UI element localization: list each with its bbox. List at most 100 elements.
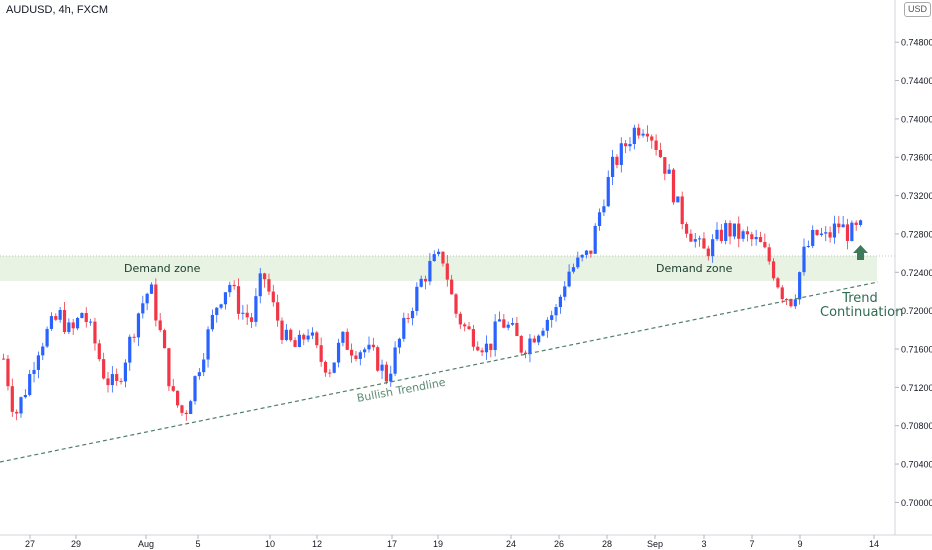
candle-up (193, 376, 197, 402)
candle-up (602, 206, 606, 213)
candle-up (597, 212, 602, 226)
candle-down (376, 347, 380, 371)
candle-down (384, 364, 388, 382)
candle-up (667, 169, 671, 174)
candle-up (367, 344, 371, 350)
candle-down (158, 320, 162, 331)
candle-up (419, 278, 423, 287)
candle-down (524, 352, 528, 355)
demand-zone-label-left: Demand zone (124, 262, 201, 275)
candle-up (223, 292, 228, 305)
candle-down (719, 229, 723, 241)
candle-down (785, 299, 789, 301)
y-tick-label: 0.74800 (901, 38, 932, 48)
candle-up (619, 143, 623, 165)
candle-up (136, 313, 141, 338)
candle-down (745, 231, 750, 235)
candle-down (354, 355, 358, 359)
candle-down (15, 411, 19, 414)
x-tick-label: Aug (138, 539, 154, 549)
candle-up (58, 309, 62, 320)
candle-down (371, 344, 375, 348)
y-tick-label: 0.74000 (901, 114, 932, 124)
candle-up (432, 254, 436, 262)
candle-down (132, 336, 136, 338)
candle-up (415, 286, 419, 311)
time-axis[interactable]: 27 29 Aug 5 10 12 17 19 24 26 28 Sep 3 7 9 14 (25, 535, 879, 549)
candle-down (771, 261, 776, 279)
candle-down (706, 248, 710, 257)
candle-up (819, 233, 823, 235)
candle-up (793, 299, 797, 307)
y-tick-label: 0.73200 (901, 191, 932, 201)
candle-down (62, 309, 67, 332)
candle-down (93, 321, 97, 344)
candle-down (615, 156, 619, 165)
y-tick-label: 0.74400 (901, 76, 932, 86)
candle-down (489, 343, 493, 351)
candle-up (576, 257, 580, 268)
candle-up (437, 251, 441, 255)
candle-up (754, 237, 758, 240)
candle-up (123, 362, 127, 382)
y-tick-label: 0.70000 (901, 498, 932, 508)
candle-up (841, 224, 845, 228)
candle-up (258, 273, 262, 297)
candle-up (802, 246, 806, 273)
candle-up (850, 222, 854, 241)
candle-up (632, 127, 636, 145)
candle-up (393, 347, 397, 374)
candle-down (458, 313, 462, 325)
x-tick-label: 3 (701, 539, 706, 549)
candle-down (702, 238, 706, 249)
candle-down (763, 242, 767, 248)
candle-down (302, 334, 306, 340)
candle-down (154, 284, 158, 321)
candle-up (197, 372, 201, 377)
currency-badge[interactable]: USD (904, 2, 932, 17)
candle-up (798, 272, 802, 300)
candle-down (249, 317, 254, 322)
candle-down (532, 338, 536, 343)
candle-up (593, 225, 597, 254)
candle-down (728, 223, 732, 237)
candle-down (350, 349, 354, 356)
candle-down (119, 380, 123, 382)
candle-down (167, 348, 171, 387)
candle-up (189, 401, 193, 415)
candle-down (276, 302, 280, 321)
price-axis[interactable]: 0.70000 0.70400 0.70800 0.71200 0.71600 0.720… (895, 38, 932, 508)
x-tick-label: 14 (869, 539, 879, 549)
candle-up (741, 231, 745, 239)
candle-down (815, 229, 819, 235)
candle-up (580, 254, 584, 258)
candles-layer (2, 123, 863, 421)
x-tick-label: 26 (554, 539, 564, 549)
candle-down (171, 386, 175, 391)
x-tick-label: 5 (195, 539, 200, 549)
candle-up (336, 342, 341, 363)
candle-down (315, 332, 319, 346)
candle-up (506, 324, 510, 328)
bullish-trendline (0, 281, 879, 463)
candle-up (210, 314, 214, 330)
candle-down (689, 233, 693, 242)
candle-down (267, 279, 271, 292)
y-tick-label: 0.73600 (901, 153, 932, 163)
candle-down (463, 324, 467, 327)
candle-up (732, 223, 736, 237)
candle-up (558, 296, 562, 308)
candle-down (328, 372, 332, 374)
y-tick-label: 0.71200 (901, 383, 932, 393)
candle-up (228, 284, 232, 293)
candle-down (97, 343, 101, 360)
candle-up (358, 352, 362, 359)
y-tick-label: 0.71600 (901, 344, 932, 354)
candle-up (332, 362, 336, 373)
candle-down (236, 286, 241, 314)
candle-up (528, 338, 532, 355)
candle-down (323, 361, 328, 373)
candle-down (176, 390, 180, 406)
candle-down (519, 336, 523, 353)
